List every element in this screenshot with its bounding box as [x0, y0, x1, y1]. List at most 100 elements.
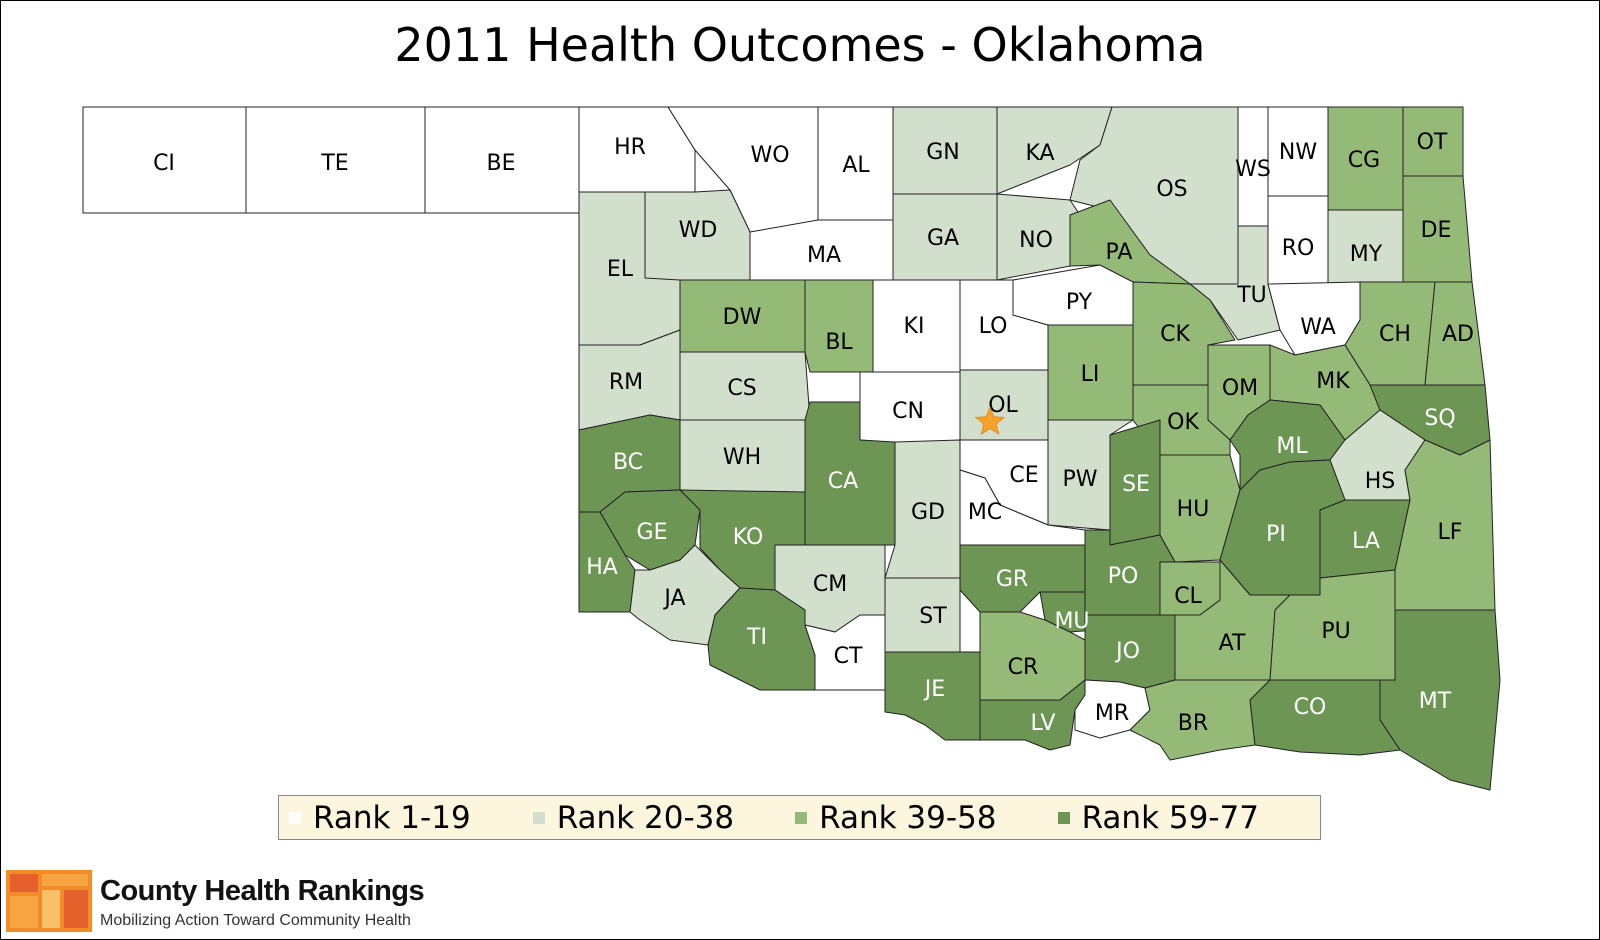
county-label: RM — [609, 370, 643, 395]
county-label: AL — [842, 153, 870, 178]
county-label: WA — [1300, 315, 1336, 340]
county-label: MA — [807, 243, 841, 268]
county-label: LA — [1352, 529, 1380, 554]
legend: Rank 1-19 Rank 20-38 Rank 39-58 Rank 59-… — [278, 795, 1321, 840]
county-label: CR — [1008, 655, 1039, 680]
county-label: AD — [1442, 322, 1474, 347]
county-label: CN — [892, 399, 924, 424]
legend-swatch — [1057, 811, 1070, 824]
county-hr — [578, 106, 696, 193]
legend-label: Rank 39-58 — [819, 799, 997, 836]
county-label: CG — [1348, 148, 1380, 173]
county-label: LF — [1438, 520, 1463, 545]
county-label: MC — [968, 500, 1002, 525]
county-label: OS — [1156, 177, 1187, 202]
county-label: WD — [679, 218, 718, 243]
legend-label: Rank 20-38 — [556, 799, 735, 836]
county-label: HR — [614, 135, 646, 160]
county-label: JA — [662, 586, 685, 611]
county-label: CO — [1294, 695, 1327, 720]
legend-swatch — [289, 811, 301, 824]
legend-swatch — [795, 811, 808, 824]
county-je — [884, 651, 981, 741]
county-label: GD — [911, 500, 945, 525]
county-label: OT — [1417, 130, 1448, 155]
county-label: LV — [1031, 711, 1056, 736]
county-label: PI — [1266, 522, 1286, 547]
legend-item-rank-20-38: Rank 20-38 — [532, 799, 795, 836]
logo-name: County Health Rankings — [100, 875, 425, 907]
county-label: MY — [1350, 242, 1383, 267]
county-label: NW — [1279, 140, 1317, 165]
county-label: CI — [153, 151, 175, 176]
county-label: CK — [1160, 322, 1190, 347]
county-label: CE — [1009, 463, 1038, 488]
county-label: KO — [733, 525, 764, 550]
county-label: SE — [1122, 472, 1150, 497]
county-label: WO — [750, 143, 789, 168]
county-label: TE — [320, 151, 348, 176]
county-label: CM — [813, 572, 847, 597]
county-label: MK — [1316, 369, 1350, 394]
county-br — [1129, 679, 1271, 761]
county-label: KA — [1025, 141, 1054, 166]
county-label: CA — [828, 469, 858, 494]
county-label: PO — [1108, 564, 1139, 589]
county-label: PU — [1321, 619, 1350, 644]
county-label: DE — [1421, 218, 1452, 243]
county-label: HS — [1365, 469, 1396, 494]
county-label: GE — [637, 520, 668, 545]
legend-label: Rank 1-19 — [313, 799, 471, 836]
county-label: CL — [1174, 584, 1202, 609]
county-label: JO — [1114, 639, 1140, 664]
county-mt — [1379, 609, 1501, 791]
map-title: 2011 Health Outcomes - Oklahoma — [394, 18, 1206, 72]
county-label: PW — [1062, 467, 1097, 492]
county-label: PA — [1106, 240, 1133, 265]
county-mr — [1074, 679, 1151, 739]
county-label: CS — [727, 376, 756, 401]
county-label: CH — [1379, 322, 1411, 347]
county-label: ML — [1276, 434, 1308, 459]
county-label: MT — [1419, 689, 1452, 714]
county-label: KI — [904, 314, 925, 339]
county-label: BC — [613, 450, 643, 475]
star-icon — [974, 405, 1006, 435]
legend-label: Rank 59-77 — [1081, 799, 1259, 836]
legend-item-rank-59-77: Rank 59-77 — [1057, 799, 1320, 836]
county-label: TU — [1236, 283, 1267, 308]
county-label: OK — [1167, 410, 1199, 435]
county-label: BR — [1178, 711, 1208, 736]
county-label: ST — [919, 604, 947, 629]
county-label: GN — [926, 140, 960, 165]
legend-item-rank-39-58: Rank 39-58 — [795, 800, 1057, 836]
county-label: GA — [927, 226, 959, 251]
county-lv — [979, 679, 1086, 751]
county-label: DW — [723, 305, 762, 330]
county-label: LO — [979, 314, 1008, 339]
county-label: GR — [996, 567, 1028, 592]
county-label: OL — [988, 393, 1018, 418]
county-tu — [1189, 225, 1281, 341]
county-label: LI — [1081, 362, 1100, 387]
county-label: PY — [1066, 290, 1093, 315]
county-label: EL — [607, 257, 634, 282]
legend-swatch — [532, 811, 545, 824]
county-label: WS — [1235, 157, 1271, 182]
county-label: WH — [723, 445, 761, 470]
county-label: TI — [746, 625, 767, 650]
county-bl — [804, 279, 874, 373]
county-label: AT — [1219, 631, 1246, 656]
county-label: HU — [1177, 497, 1210, 522]
legend-item-rank-1-19: Rank 1-19 — [289, 800, 533, 836]
county-label: RO — [1282, 236, 1315, 261]
county-label: MU — [1054, 609, 1089, 634]
county-label: HA — [586, 555, 618, 580]
county-label: BL — [825, 330, 853, 355]
county-label: SQ — [1424, 406, 1455, 431]
county-label: MR — [1095, 701, 1129, 726]
county-label: OM — [1222, 376, 1258, 401]
logo-tagline: Mobilizing Action Toward Community Healt… — [100, 912, 411, 929]
county-health-rankings-logo-icon — [6, 870, 92, 932]
